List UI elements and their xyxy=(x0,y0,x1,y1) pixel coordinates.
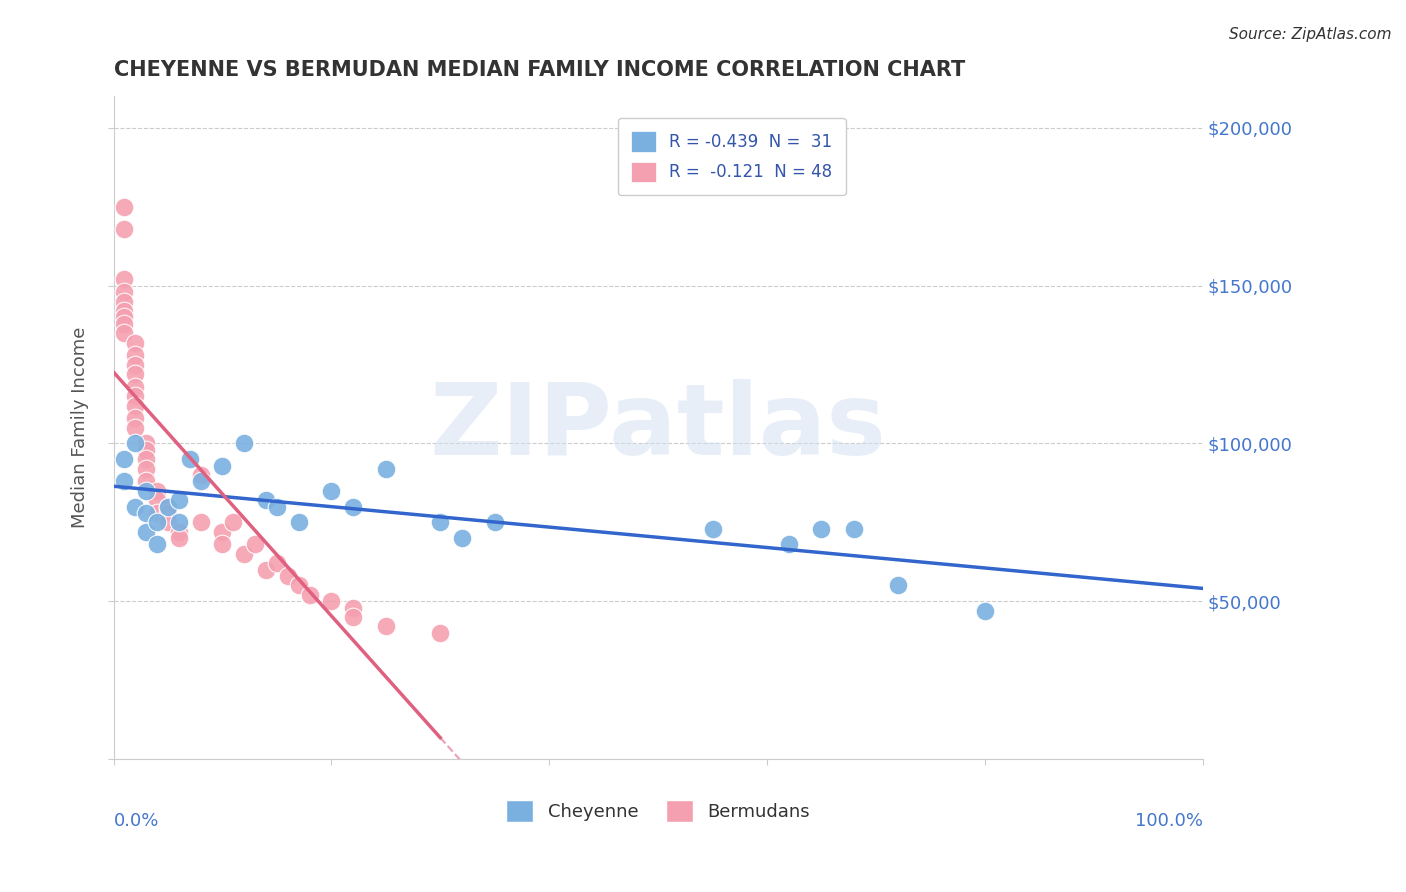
Text: CHEYENNE VS BERMUDAN MEDIAN FAMILY INCOME CORRELATION CHART: CHEYENNE VS BERMUDAN MEDIAN FAMILY INCOM… xyxy=(114,60,965,79)
Point xyxy=(451,531,474,545)
Point xyxy=(190,468,212,483)
Point xyxy=(211,524,233,539)
Point xyxy=(135,461,157,475)
Point xyxy=(233,547,256,561)
Point xyxy=(266,500,288,514)
Point xyxy=(146,493,169,508)
Point xyxy=(211,458,233,473)
Point xyxy=(135,483,157,498)
Point xyxy=(287,578,309,592)
Point xyxy=(254,563,277,577)
Point xyxy=(287,516,309,530)
Point xyxy=(146,537,169,551)
Point xyxy=(374,461,396,475)
Point xyxy=(156,506,179,520)
Point xyxy=(124,421,146,435)
Point xyxy=(810,522,832,536)
Point xyxy=(778,537,800,551)
Point xyxy=(167,516,190,530)
Point xyxy=(429,625,451,640)
Point xyxy=(114,317,136,331)
Point xyxy=(211,537,233,551)
Y-axis label: Median Family Income: Median Family Income xyxy=(72,327,89,528)
Legend: Cheyenne, Bermudans: Cheyenne, Bermudans xyxy=(499,793,817,830)
Point xyxy=(114,200,136,214)
Text: Source: ZipAtlas.com: Source: ZipAtlas.com xyxy=(1229,27,1392,42)
Point xyxy=(135,452,157,467)
Text: ZIPatlas: ZIPatlas xyxy=(430,379,887,476)
Text: 100.0%: 100.0% xyxy=(1135,812,1202,830)
Text: 0.0%: 0.0% xyxy=(114,812,159,830)
Point xyxy=(124,500,146,514)
Point xyxy=(190,516,212,530)
Point xyxy=(298,588,321,602)
Point xyxy=(167,531,190,545)
Point xyxy=(146,483,169,498)
Point xyxy=(342,500,364,514)
Point xyxy=(342,600,364,615)
Point xyxy=(277,569,299,583)
Point xyxy=(114,304,136,318)
Point xyxy=(702,522,724,536)
Point xyxy=(321,594,343,608)
Point xyxy=(135,436,157,450)
Point xyxy=(124,399,146,413)
Point xyxy=(342,610,364,624)
Point xyxy=(146,506,169,520)
Point xyxy=(114,475,136,489)
Point xyxy=(190,475,212,489)
Point xyxy=(179,452,201,467)
Point xyxy=(266,557,288,571)
Point xyxy=(146,516,169,530)
Point xyxy=(243,537,266,551)
Point xyxy=(156,500,179,514)
Point xyxy=(374,619,396,633)
Point xyxy=(156,516,179,530)
Point xyxy=(167,493,190,508)
Point xyxy=(233,436,256,450)
Point xyxy=(124,380,146,394)
Point xyxy=(484,516,506,530)
Point xyxy=(135,524,157,539)
Point xyxy=(973,604,995,618)
Point xyxy=(842,522,865,536)
Point xyxy=(222,516,245,530)
Point xyxy=(135,475,157,489)
Point xyxy=(114,222,136,236)
Point xyxy=(124,436,146,450)
Point xyxy=(124,389,146,403)
Point xyxy=(254,493,277,508)
Point xyxy=(114,452,136,467)
Point xyxy=(114,285,136,299)
Point xyxy=(321,483,343,498)
Point xyxy=(135,442,157,457)
Point xyxy=(114,272,136,286)
Point xyxy=(156,500,179,514)
Point xyxy=(124,335,146,350)
Point xyxy=(167,524,190,539)
Point xyxy=(135,506,157,520)
Point xyxy=(114,310,136,325)
Point xyxy=(429,516,451,530)
Point xyxy=(114,294,136,309)
Point xyxy=(124,358,146,372)
Point xyxy=(886,578,908,592)
Point xyxy=(114,326,136,340)
Point xyxy=(124,367,146,381)
Point xyxy=(124,411,146,425)
Point xyxy=(124,348,146,362)
